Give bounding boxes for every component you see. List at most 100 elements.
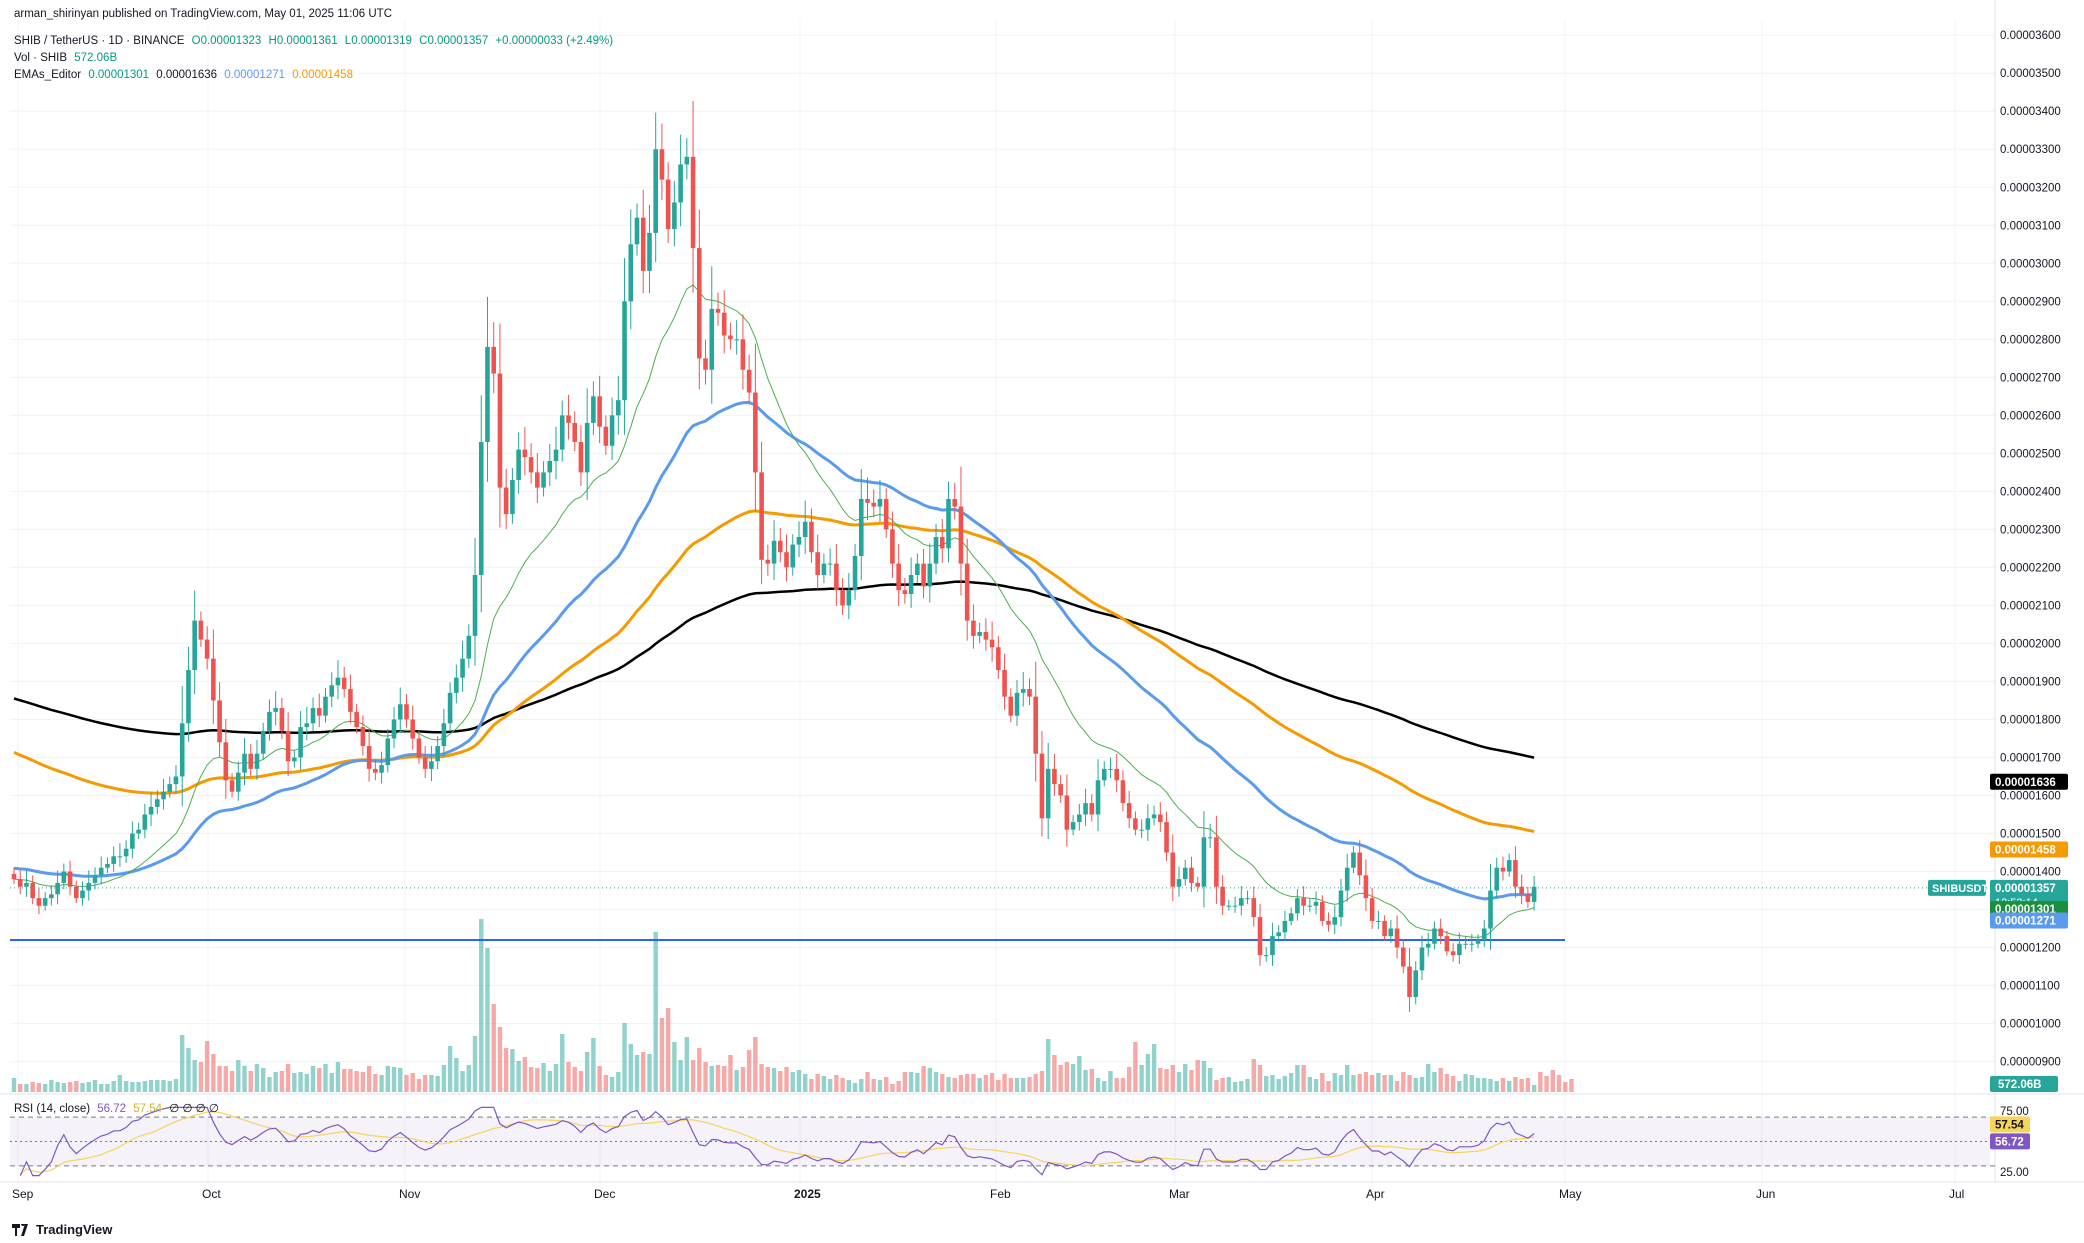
volume-label[interactable]: Vol · SHIB: [14, 52, 68, 64]
volume-bar: [715, 1065, 721, 1092]
candle-body: [1045, 768, 1051, 819]
volume-bar: [1457, 1081, 1462, 1092]
volume-bar: [198, 1062, 204, 1092]
volume-bar: [279, 1071, 285, 1092]
candle-body: [24, 882, 29, 887]
candle-body: [366, 746, 372, 769]
volume-axis-label: 572.06B: [1990, 1076, 2058, 1092]
candle-body: [1313, 901, 1319, 906]
candle-body: [1320, 901, 1325, 921]
candle-body: [335, 677, 341, 686]
y-tick-label: 0.00001100: [2000, 981, 2060, 993]
volume-bar: [1126, 1067, 1132, 1092]
candle-body: [1139, 829, 1144, 831]
rsi-label-box: [1990, 1133, 2030, 1150]
volume-bar: [902, 1072, 908, 1092]
candle-body: [927, 563, 933, 587]
volume-bar: [204, 1041, 210, 1092]
rsi-label[interactable]: RSI (14, close): [14, 1103, 91, 1115]
volume-bar: [1538, 1072, 1543, 1092]
candle-body: [111, 856, 116, 864]
symbol-name[interactable]: SHIB / TetherUS · 1D · BINANCE: [14, 35, 185, 47]
volume-bar: [1376, 1073, 1381, 1092]
y-tick-label: 0.00003000: [2000, 258, 2061, 270]
volume-bar: [1226, 1077, 1232, 1092]
volume-bar: [1039, 1071, 1045, 1092]
candle-body: [217, 700, 222, 743]
volume-bar: [541, 1063, 546, 1092]
volume-bar: [1245, 1079, 1250, 1092]
candle-body: [1500, 867, 1506, 872]
candle-body: [1151, 814, 1157, 819]
volume-bar: [1027, 1077, 1032, 1092]
candle-body: [734, 339, 739, 341]
candle-body: [784, 552, 789, 568]
volume-bar: [485, 948, 490, 1092]
candle-body: [1232, 905, 1238, 907]
candle-body: [1282, 920, 1288, 933]
candle-body: [1457, 943, 1462, 956]
x-tick-label: Feb: [990, 1187, 1011, 1201]
candle-body: [1506, 860, 1512, 872]
candle-body: [260, 730, 266, 754]
ema-value-2: 0.00001636: [156, 69, 218, 81]
volume-bar: [1295, 1065, 1300, 1092]
volume-bar: [653, 932, 658, 1092]
volume-bar: [1095, 1078, 1101, 1092]
candle-body: [1357, 852, 1362, 876]
volume-bar: [1569, 1079, 1574, 1092]
candle-body: [385, 738, 391, 766]
candle-body: [55, 882, 60, 895]
candle-body: [535, 472, 540, 488]
y-tick-label: 0.00001500: [2000, 829, 2061, 841]
y-tick-label: 0.00002100: [2000, 600, 2061, 612]
candle-body: [447, 692, 453, 724]
tradingview-logo[interactable]: TradingView: [12, 1222, 112, 1237]
candle-body: [883, 498, 889, 530]
volume-bar: [834, 1075, 839, 1092]
candle-body: [896, 563, 901, 591]
candle-body: [908, 575, 914, 595]
candle-body: [1002, 670, 1007, 697]
candle-body: [983, 632, 989, 640]
candle-body: [36, 898, 42, 906]
volume-bar: [1164, 1069, 1169, 1092]
symbol-tag-box: [1928, 879, 1986, 896]
candle-body: [285, 730, 291, 762]
candle-body: [485, 346, 490, 442]
volume-legend[interactable]: Vol · SHIB 572.06B: [14, 51, 121, 66]
y-tick-label: 0.00002500: [2000, 448, 2061, 460]
price-label-ema-blue: 0.00001271: [1990, 912, 2068, 929]
candle-body: [316, 708, 322, 716]
candle-body: [429, 761, 434, 769]
candle-body: [703, 358, 708, 370]
candle-body: [1195, 882, 1200, 887]
candle-body: [566, 415, 571, 423]
price-label-ema-orange: 0.00001458: [1990, 841, 2068, 858]
candle-body: [229, 780, 235, 792]
volume-bar: [1264, 1076, 1269, 1092]
volume-bar: [472, 1036, 478, 1092]
rsi-legend[interactable]: RSI (14, close) 56.72 57.54 ∅ ∅ ∅ ∅: [14, 1102, 223, 1117]
symbol-legend[interactable]: SHIB / TetherUS · 1D · BINANCE O0.000013…: [14, 34, 617, 49]
ema-legend[interactable]: EMAs_Editor 0.00001301 0.00001636 0.0000…: [14, 68, 357, 83]
candle-body: [1245, 898, 1250, 900]
candle-body: [1425, 943, 1431, 948]
candle-body: [1525, 894, 1531, 902]
volume-bar: [877, 1080, 883, 1092]
candle-body: [173, 776, 179, 785]
volume-bar: [815, 1074, 820, 1092]
candle-body: [1450, 951, 1456, 956]
volume-bar: [1320, 1073, 1325, 1092]
volume-bar: [709, 1066, 714, 1092]
candle-body: [989, 639, 995, 648]
ema-label[interactable]: EMAs_Editor: [14, 69, 82, 81]
candle-body: [1276, 932, 1281, 937]
high-value: H0.00001361: [268, 35, 338, 47]
volume-bar: [647, 1054, 652, 1092]
volume-label-text: 572.06B: [1998, 1079, 2041, 1091]
candle-body: [958, 506, 964, 564]
x-tick-label: May: [1559, 1187, 1582, 1201]
volume-bar: [1239, 1081, 1244, 1092]
